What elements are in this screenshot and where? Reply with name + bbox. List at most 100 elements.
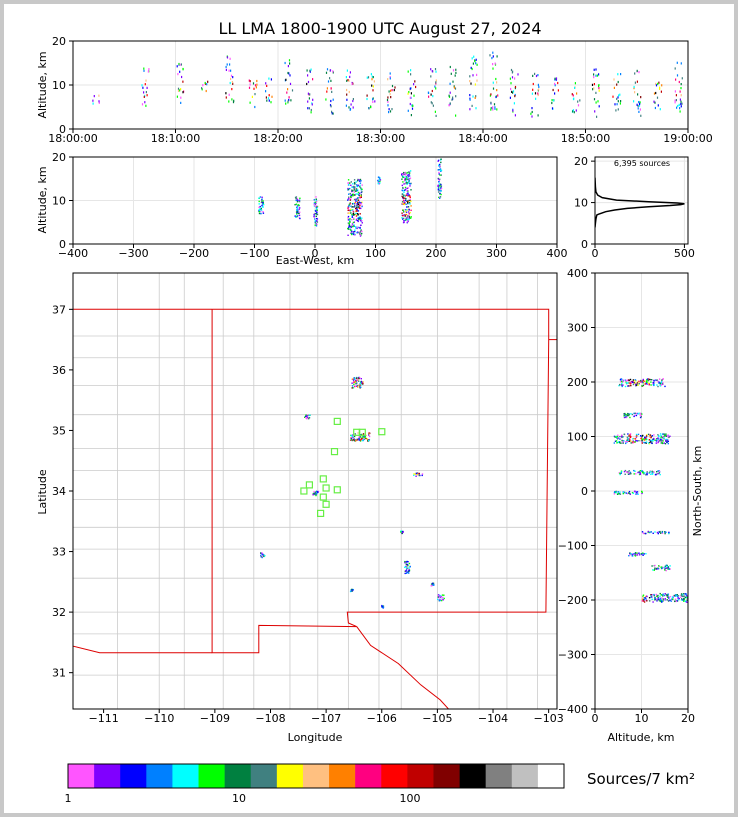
source-point bbox=[595, 91, 597, 94]
source-point bbox=[391, 108, 393, 111]
source-point bbox=[390, 96, 392, 99]
source-point bbox=[653, 382, 655, 384]
source-point bbox=[657, 439, 660, 442]
source-point bbox=[310, 108, 312, 112]
source-point bbox=[657, 473, 659, 475]
source-point bbox=[403, 180, 406, 182]
source-point bbox=[656, 598, 658, 601]
source-point bbox=[434, 85, 436, 88]
source-point bbox=[405, 563, 407, 565]
source-point bbox=[348, 209, 350, 212]
source-point bbox=[349, 199, 351, 201]
source-point bbox=[615, 491, 617, 494]
source-point bbox=[355, 193, 357, 195]
source-point bbox=[617, 491, 619, 493]
source-point bbox=[676, 594, 678, 596]
source-point bbox=[435, 81, 437, 84]
source-point bbox=[643, 601, 646, 603]
source-point bbox=[641, 470, 643, 472]
source-point bbox=[361, 201, 363, 203]
source-point bbox=[361, 188, 363, 191]
source-point bbox=[356, 185, 358, 188]
source-point bbox=[409, 203, 411, 205]
source-point bbox=[330, 105, 332, 108]
source-point bbox=[315, 212, 318, 214]
source-point bbox=[366, 438, 368, 440]
th-ytick-label: 20 bbox=[52, 35, 66, 48]
source-point bbox=[646, 381, 648, 383]
source-point bbox=[361, 439, 364, 442]
source-point bbox=[676, 61, 678, 64]
source-point bbox=[637, 493, 639, 495]
source-point bbox=[294, 215, 296, 217]
source-point bbox=[350, 230, 353, 232]
source-point bbox=[406, 187, 408, 190]
source-point bbox=[355, 382, 357, 385]
source-point bbox=[616, 437, 619, 439]
source-point bbox=[645, 435, 648, 437]
source-point bbox=[674, 598, 677, 600]
source-point bbox=[623, 470, 626, 473]
source-point bbox=[496, 89, 498, 92]
source-point bbox=[356, 232, 358, 234]
source-point bbox=[261, 552, 263, 554]
source-point bbox=[415, 472, 418, 474]
source-point bbox=[439, 192, 441, 195]
source-point bbox=[469, 94, 471, 97]
source-point bbox=[405, 219, 407, 221]
source-point bbox=[675, 594, 678, 596]
source-point bbox=[438, 169, 441, 171]
source-point bbox=[666, 435, 668, 437]
source-point bbox=[266, 84, 268, 87]
source-point bbox=[665, 569, 667, 572]
source-point bbox=[530, 112, 532, 115]
source-point bbox=[639, 470, 641, 472]
source-point bbox=[312, 494, 314, 496]
source-point bbox=[636, 69, 638, 72]
source-point bbox=[406, 172, 409, 174]
source-point bbox=[253, 87, 255, 90]
source-point bbox=[439, 174, 441, 176]
source-point bbox=[660, 566, 662, 568]
source-point bbox=[627, 473, 630, 475]
source-point bbox=[674, 101, 676, 104]
source-point bbox=[655, 84, 658, 87]
source-point bbox=[288, 72, 290, 75]
source-point bbox=[401, 212, 403, 214]
source-point bbox=[358, 227, 360, 229]
source-point bbox=[648, 442, 651, 444]
source-point bbox=[647, 382, 650, 384]
source-point bbox=[630, 384, 632, 387]
source-point bbox=[621, 439, 623, 442]
source-point bbox=[262, 204, 265, 206]
source-point bbox=[636, 552, 638, 554]
source-point bbox=[369, 432, 371, 434]
source-point bbox=[358, 438, 360, 440]
source-point bbox=[403, 220, 405, 222]
source-point bbox=[492, 81, 494, 84]
source-point bbox=[442, 599, 444, 601]
source-point bbox=[634, 470, 636, 472]
source-point bbox=[404, 562, 406, 564]
source-point bbox=[662, 437, 664, 439]
source-point bbox=[402, 203, 405, 205]
source-point bbox=[552, 88, 554, 92]
source-point bbox=[659, 592, 661, 595]
source-point bbox=[615, 436, 617, 438]
source-point bbox=[435, 79, 437, 82]
source-point bbox=[379, 179, 382, 181]
source-point bbox=[469, 98, 471, 101]
source-count-label: 6,395 sources bbox=[614, 159, 670, 168]
source-point bbox=[680, 62, 682, 65]
source-point bbox=[249, 80, 251, 83]
source-point bbox=[368, 434, 370, 436]
source-point bbox=[474, 60, 476, 63]
source-point bbox=[441, 598, 443, 601]
source-point bbox=[593, 87, 595, 90]
source-point bbox=[308, 417, 310, 420]
source-point bbox=[646, 379, 648, 382]
source-point bbox=[634, 412, 636, 414]
source-point bbox=[658, 435, 660, 437]
source-point bbox=[360, 203, 363, 205]
source-point bbox=[357, 197, 359, 199]
